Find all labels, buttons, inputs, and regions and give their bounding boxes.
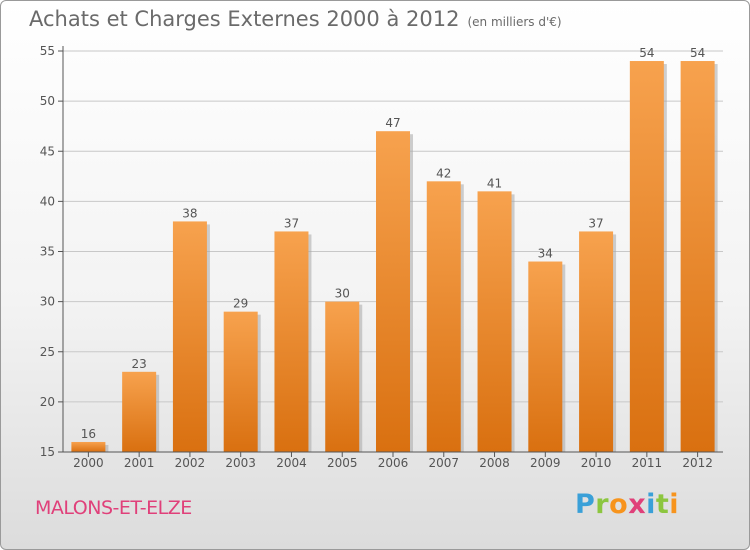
data-label: 37 bbox=[284, 216, 299, 230]
data-label: 37 bbox=[588, 216, 603, 230]
data-label: 41 bbox=[487, 176, 502, 190]
x-tick-label: 2011 bbox=[632, 456, 663, 470]
y-tick-label: 40 bbox=[40, 194, 55, 208]
bar bbox=[71, 441, 106, 452]
chart-title-block: Achats et Charges Externes 2000 à 2012 (e… bbox=[29, 7, 562, 31]
bar bbox=[680, 61, 715, 453]
unit-note: (en milliers d'€) bbox=[467, 15, 562, 29]
logo-letter: x bbox=[628, 489, 647, 520]
x-tick-label: 2009 bbox=[530, 456, 561, 470]
y-tick-label: 25 bbox=[40, 345, 55, 359]
logo-letter: t bbox=[655, 489, 670, 520]
bars bbox=[71, 61, 718, 453]
bar bbox=[579, 231, 614, 452]
x-tick-label: 2010 bbox=[581, 456, 612, 470]
bar bbox=[477, 191, 512, 452]
data-label: 16 bbox=[81, 427, 96, 441]
bar bbox=[172, 221, 207, 452]
bar bbox=[629, 61, 664, 453]
y-tick-label: 15 bbox=[40, 445, 55, 459]
chart-title: Achats et Charges Externes 2000 à 2012 bbox=[29, 7, 460, 31]
x-tick-label: 2001 bbox=[124, 456, 155, 470]
data-label: 29 bbox=[233, 297, 248, 311]
logo-letter: i bbox=[646, 489, 656, 520]
y-tick-label: 45 bbox=[40, 144, 55, 158]
x-tick-label: 2004 bbox=[276, 456, 307, 470]
x-tick-label: 2002 bbox=[175, 456, 206, 470]
bar bbox=[223, 311, 258, 452]
x-tick-label: 2012 bbox=[682, 456, 713, 470]
bar bbox=[528, 261, 563, 452]
data-label: 54 bbox=[639, 46, 654, 60]
data-label: 54 bbox=[690, 46, 705, 60]
proxiti-logo: Proxiti bbox=[575, 489, 679, 520]
bar bbox=[376, 131, 410, 452]
logo-letter: o bbox=[609, 489, 629, 520]
logo-letter: i bbox=[669, 489, 680, 520]
x-tick-label: 2007 bbox=[428, 456, 459, 470]
x-tick-label: 2006 bbox=[378, 456, 409, 470]
x-tick-label: 2000 bbox=[73, 456, 104, 470]
data-label: 42 bbox=[436, 166, 451, 180]
place-name: MALONS-ET-ELZE bbox=[35, 497, 192, 519]
logo-letter: r bbox=[595, 489, 610, 520]
bar bbox=[274, 231, 309, 452]
logo-letter: P bbox=[575, 489, 596, 520]
y-tick-label: 20 bbox=[40, 395, 55, 409]
bar bbox=[426, 181, 461, 452]
bar bbox=[325, 301, 360, 452]
data-label: 34 bbox=[538, 247, 553, 261]
x-tick-label: 2008 bbox=[479, 456, 510, 470]
y-tick-label: 30 bbox=[40, 295, 55, 309]
y-tick-label: 55 bbox=[40, 44, 55, 58]
labels: 15 20 25 30 35 40 45 50 55 16 2000 23 2001 38 2002 29 20… bbox=[40, 44, 713, 470]
data-label: 47 bbox=[385, 116, 400, 130]
axes bbox=[58, 46, 723, 457]
data-label: 30 bbox=[335, 287, 350, 301]
data-label: 38 bbox=[182, 206, 197, 220]
x-tick-label: 2005 bbox=[327, 456, 358, 470]
y-tick-label: 35 bbox=[40, 245, 55, 259]
bar bbox=[122, 371, 157, 452]
y-tick-label: 50 bbox=[40, 94, 55, 108]
x-tick-label: 2003 bbox=[225, 456, 256, 470]
data-label: 23 bbox=[132, 357, 147, 371]
